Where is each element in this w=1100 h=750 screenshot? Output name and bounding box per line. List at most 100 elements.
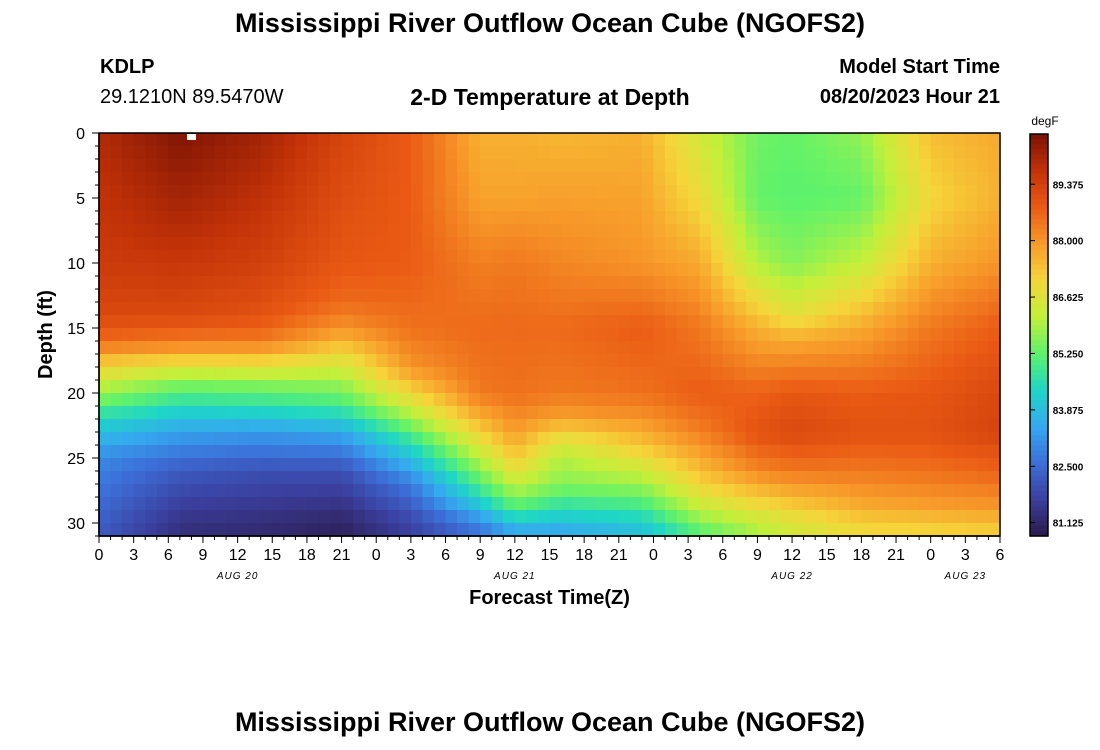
heatmap-cell (618, 302, 631, 316)
heatmap-cell (896, 523, 909, 537)
heatmap-cell (907, 354, 920, 368)
heatmap-cell (202, 380, 216, 394)
heatmap-cell (145, 354, 158, 368)
heatmap-cell (191, 419, 204, 433)
heatmap-cell (665, 419, 678, 433)
heatmap-cell (514, 523, 527, 537)
heatmap-cell (133, 302, 146, 316)
heatmap-cell (768, 315, 782, 329)
heatmap-cell (514, 289, 527, 303)
heatmap-cell (283, 406, 296, 420)
heatmap-cell (849, 419, 862, 433)
heatmap-cell (272, 302, 285, 316)
heatmap-cell (584, 276, 597, 290)
model-start-label: Model Start Time (839, 56, 1000, 78)
heatmap-cell (953, 393, 966, 407)
heatmap-cell (757, 523, 770, 537)
colorbar-segment (1030, 229, 1048, 236)
heatmap-cell (133, 263, 146, 277)
heatmap-cell (480, 185, 493, 199)
heatmap-cell (688, 224, 701, 238)
heatmap-cell (988, 510, 1001, 524)
heatmap-cell (919, 237, 932, 251)
heatmap-cell (457, 315, 470, 329)
heatmap-cell (260, 380, 273, 394)
heatmap-cell (768, 497, 782, 511)
heatmap-cell (930, 263, 943, 277)
heatmap-cell (861, 250, 874, 264)
heatmap-cell (491, 471, 504, 485)
heatmap-cell (122, 471, 135, 485)
heatmap-cell (688, 276, 701, 290)
heatmap-cell (607, 523, 620, 537)
heatmap-cell (815, 393, 828, 407)
heatmap-cell (665, 367, 678, 381)
heatmap-cell (179, 497, 193, 511)
heatmap-cell (191, 289, 204, 303)
heatmap-cell (179, 302, 193, 316)
heatmap-cell (884, 445, 897, 459)
heatmap-cell (387, 263, 400, 277)
heatmap-cell (387, 393, 400, 407)
heatmap-cell (618, 276, 631, 290)
heatmap-cell (168, 250, 181, 264)
heatmap-cell (145, 250, 158, 264)
heatmap-cell (838, 497, 851, 511)
heatmap-cell (549, 250, 562, 264)
heatmap-cell (838, 380, 851, 394)
heatmap-cell (457, 432, 470, 446)
colorbar-segment (1030, 385, 1048, 391)
heatmap-cell (364, 146, 377, 160)
heatmap-cell (734, 224, 747, 238)
colorbar-segment (1030, 209, 1048, 216)
heatmap-cell (422, 237, 435, 251)
colorbar-segment (1030, 490, 1048, 497)
colorbar-segment (1030, 475, 1048, 482)
heatmap-cell (526, 497, 539, 511)
heatmap-cell (641, 159, 655, 173)
heatmap-cell (318, 198, 331, 212)
heatmap-cell (976, 146, 990, 160)
heatmap-cell (595, 341, 608, 355)
heatmap-cell (976, 172, 990, 186)
colorbar-segment (1030, 480, 1048, 487)
heatmap-cell (757, 159, 770, 173)
heatmap-cell (168, 276, 181, 290)
heatmap-cell (122, 445, 135, 459)
heatmap-cell (768, 211, 782, 225)
heatmap-cell (491, 393, 504, 407)
heatmap-cell (572, 510, 585, 524)
heatmap-cell (110, 354, 123, 368)
heatmap-cell (768, 510, 782, 524)
heatmap-cell (872, 497, 886, 511)
heatmap-cell (341, 133, 354, 147)
heatmap-cell (930, 354, 943, 368)
heatmap-cell (884, 159, 897, 173)
heatmap-cell (145, 133, 158, 147)
heatmap-cell (896, 497, 909, 511)
heatmap-cell (214, 341, 227, 355)
heatmap-cell (491, 276, 504, 290)
heatmap-cell (849, 289, 862, 303)
heatmap-cell (376, 432, 389, 446)
heatmap-cell (410, 380, 424, 394)
heatmap-cell (318, 276, 331, 290)
heatmap-cell (711, 276, 724, 290)
x-tick-label: 18 (575, 547, 593, 564)
heatmap-cell (133, 159, 146, 173)
heatmap-cell (595, 354, 608, 368)
heatmap-cell (422, 354, 435, 368)
heatmap-cell (537, 211, 551, 225)
y-tick-label: 25 (67, 451, 85, 468)
heatmap-cell (318, 289, 331, 303)
heatmap-cell (734, 198, 747, 212)
heatmap-cell (780, 315, 793, 329)
heatmap-cell (237, 432, 250, 446)
colorbar-segment (1030, 174, 1048, 180)
heatmap-cell (896, 380, 909, 394)
heatmap-cell (549, 172, 562, 186)
heatmap-cell (549, 393, 562, 407)
heatmap-cell (295, 393, 308, 407)
heatmap-cell (110, 458, 123, 472)
heatmap-cell (699, 471, 712, 485)
